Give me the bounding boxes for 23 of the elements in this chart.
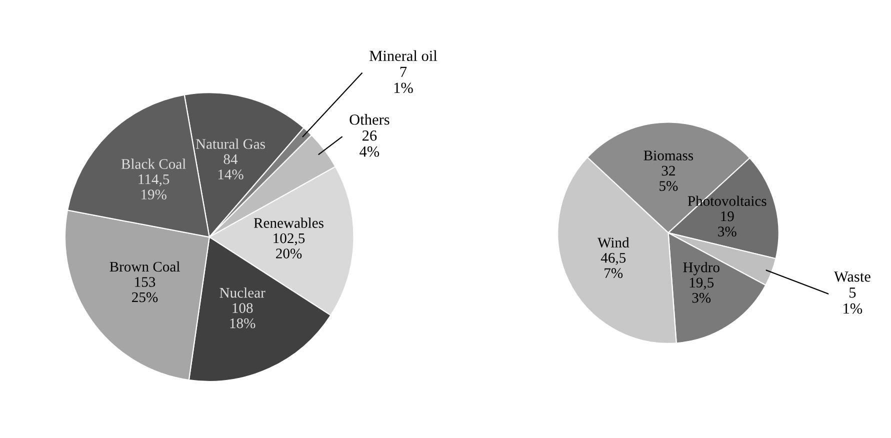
data-label: 26 4% (360, 130, 380, 157)
data-label: 153 25% (132, 277, 158, 302)
slice-label: Wind (597, 237, 630, 248)
data-label: 5 1% (844, 288, 862, 314)
slice-label: Waste (834, 272, 870, 282)
slice-label: Nuclear (220, 287, 266, 298)
slice-label: Natural Gas (196, 138, 265, 149)
data-label: 102,5 20% (274, 233, 305, 258)
data-label: 7 1% (394, 66, 413, 94)
slice-label: Renewables (254, 218, 324, 228)
data-label: 19,5 3% (690, 278, 714, 303)
data-label: 19 3% (718, 211, 736, 236)
data-label: 84 14% (218, 154, 244, 180)
slice-label: Mineral oil (370, 50, 438, 62)
slice-label: Black Coal (121, 158, 186, 169)
slice-label: Biomass (644, 150, 694, 160)
slice-label: Hydro (683, 262, 720, 276)
data-label: 46,5 7% (600, 252, 626, 278)
data-label: 108 18% (230, 303, 256, 328)
data-label: 114,5 19% (138, 174, 170, 200)
slice-label: Brown Coal (110, 261, 180, 272)
slice-label: Others (350, 114, 390, 125)
data-label: 32 5% (660, 166, 678, 191)
